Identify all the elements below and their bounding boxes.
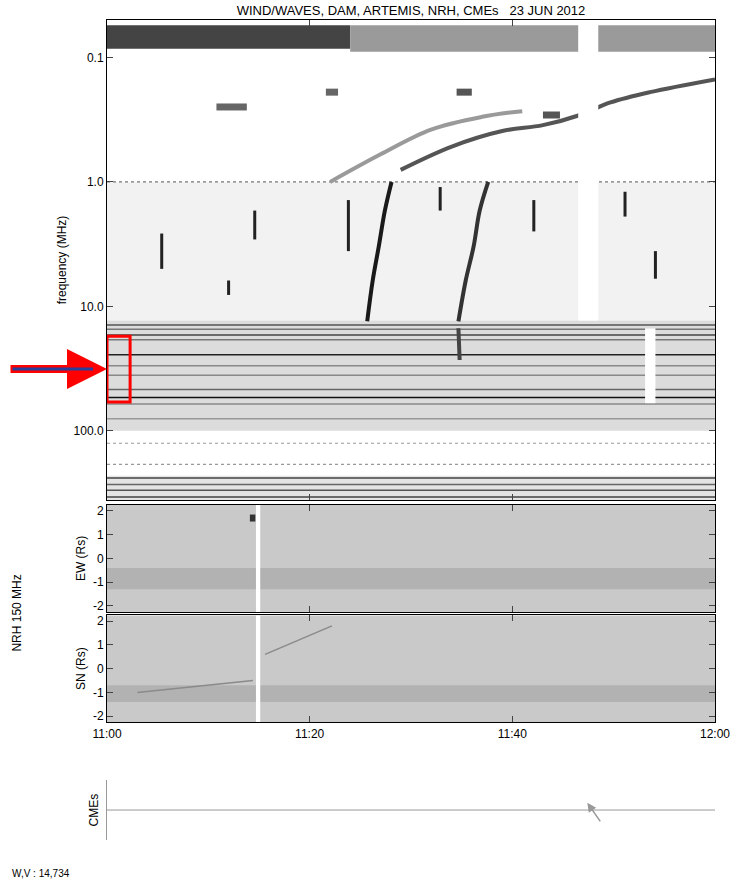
svg-text:frequency (MHz): frequency (MHz) [55,216,69,305]
svg-text:-1: -1 [93,575,104,589]
svg-text:-1: -1 [93,686,104,700]
svg-text:SN (Rs): SN (Rs) [74,647,88,690]
svg-text:0: 0 [97,662,104,676]
svg-text:12:00: 12:00 [700,727,730,741]
svg-text:EW (Rs): EW (Rs) [74,536,88,581]
svg-text:11:00: 11:00 [92,727,121,741]
svg-text:WIND/WAVES, DAM, ARTEMIS, NRH,: WIND/WAVES, DAM, ARTEMIS, NRH, CMEs 23 J… [237,3,586,18]
svg-text:10.0: 10.0 [80,300,104,314]
svg-text:-2: -2 [93,599,104,613]
svg-text:0: 0 [97,552,104,566]
svg-text:11:40: 11:40 [498,727,527,741]
svg-text:W,V : 14,734: W,V : 14,734 [12,868,70,879]
svg-text:1: 1 [97,528,104,542]
svg-text:100.0: 100.0 [74,424,104,438]
svg-text:11:20: 11:20 [295,727,324,741]
svg-text:2: 2 [97,614,104,628]
svg-text:CMEs: CMEs [87,794,101,827]
svg-text:1.0: 1.0 [87,175,104,189]
svg-text:-2: -2 [93,709,104,723]
svg-text:2: 2 [97,504,104,518]
svg-text:NRH 150 MHz: NRH 150 MHz [10,574,24,651]
svg-text:0.1: 0.1 [87,51,104,65]
svg-text:1: 1 [97,638,104,652]
